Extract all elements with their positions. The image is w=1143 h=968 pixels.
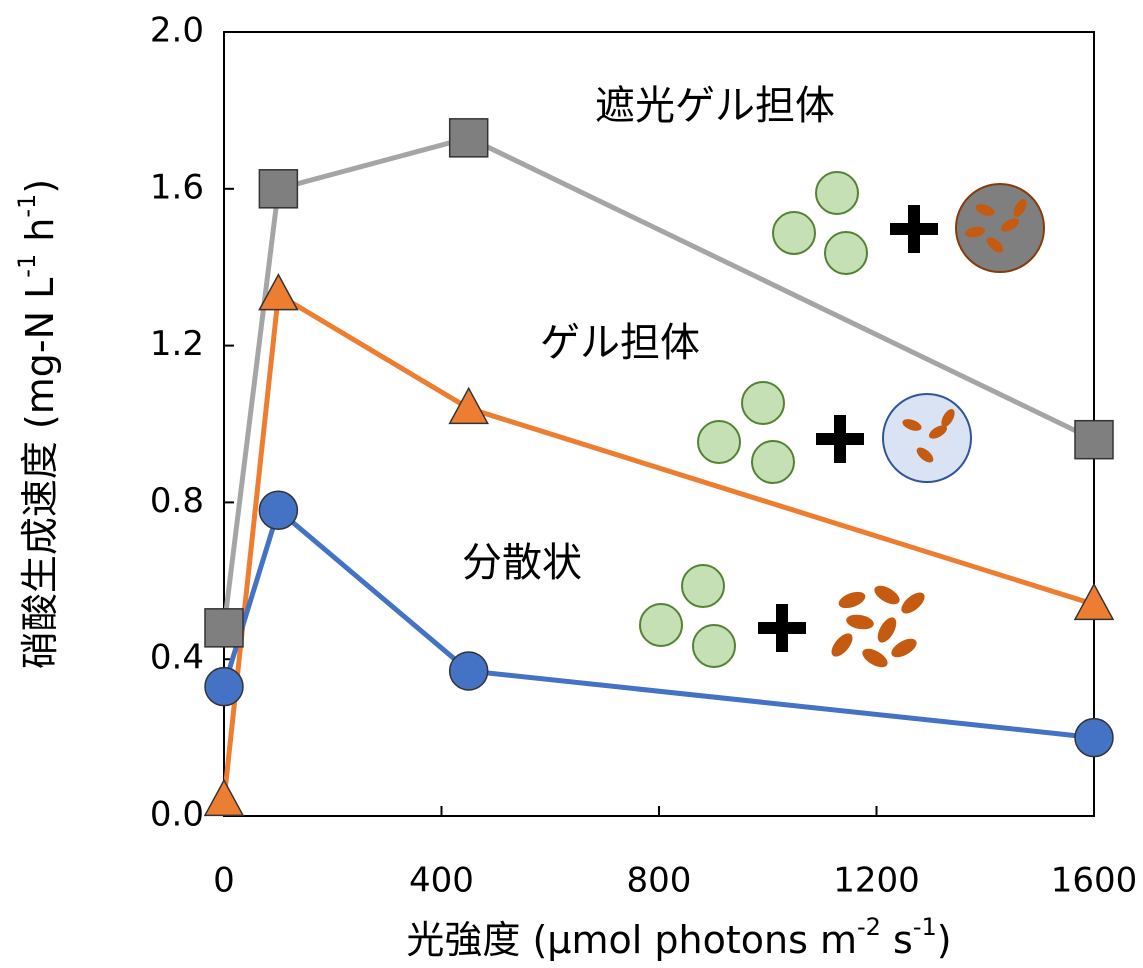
chart: 0.0 0.4 0.8 1.2 1.6 2.0 0 400 800 1200 1600 光強度 (μm… bbox=[0, 0, 1143, 968]
data-point bbox=[259, 491, 297, 529]
y-tick-label: 1.6 bbox=[150, 167, 204, 207]
y-tick-label: 0.8 bbox=[150, 481, 204, 521]
data-point bbox=[450, 388, 488, 423]
label-part: s bbox=[881, 918, 913, 962]
x-tick-label: 800 bbox=[627, 861, 692, 901]
x-tick-label: 1600 bbox=[1051, 861, 1138, 901]
series-label: ゲル担体 bbox=[540, 320, 700, 366]
superscript: -1 bbox=[13, 254, 41, 278]
data-point bbox=[259, 170, 297, 208]
data-point bbox=[205, 780, 243, 815]
series-label: 分散状 bbox=[462, 540, 582, 586]
label-part: ) bbox=[937, 918, 952, 962]
data-point bbox=[450, 119, 488, 157]
superscript: -1 bbox=[913, 913, 937, 941]
y-axis-title: 硝酸生成速度 (mg-N L-1 h-1) bbox=[13, 179, 62, 669]
icon-shaded bbox=[773, 172, 1044, 274]
y-tick-label: 0.0 bbox=[150, 795, 204, 835]
data-point bbox=[1075, 719, 1113, 757]
x-tick-label: 1200 bbox=[833, 861, 920, 901]
y-tick-label: 2.0 bbox=[150, 11, 204, 51]
label-part: ) bbox=[18, 179, 62, 194]
y-tick-label: 1.2 bbox=[150, 324, 204, 364]
data-point bbox=[1075, 421, 1113, 459]
x-axis-title: 光強度 (μmol photons m-2 s-1) bbox=[406, 913, 951, 962]
label-part: 硝酸生成速度 (mg-N L bbox=[18, 278, 62, 669]
x-tick-label: 400 bbox=[409, 861, 474, 901]
series-label: 遮光ゲル担体 bbox=[595, 83, 835, 129]
superscript: -2 bbox=[857, 913, 881, 941]
label-part: h bbox=[18, 218, 62, 254]
data-point bbox=[205, 668, 243, 706]
data-point bbox=[205, 609, 243, 647]
icon-dispersed bbox=[640, 565, 928, 671]
x-tick-label: 0 bbox=[213, 861, 235, 901]
superscript: -1 bbox=[13, 194, 41, 218]
y-tick-label: 0.4 bbox=[150, 638, 204, 678]
data-point bbox=[450, 652, 488, 690]
label-part: 光強度 (μmol photons m bbox=[406, 918, 857, 962]
icon-gel bbox=[698, 382, 971, 483]
